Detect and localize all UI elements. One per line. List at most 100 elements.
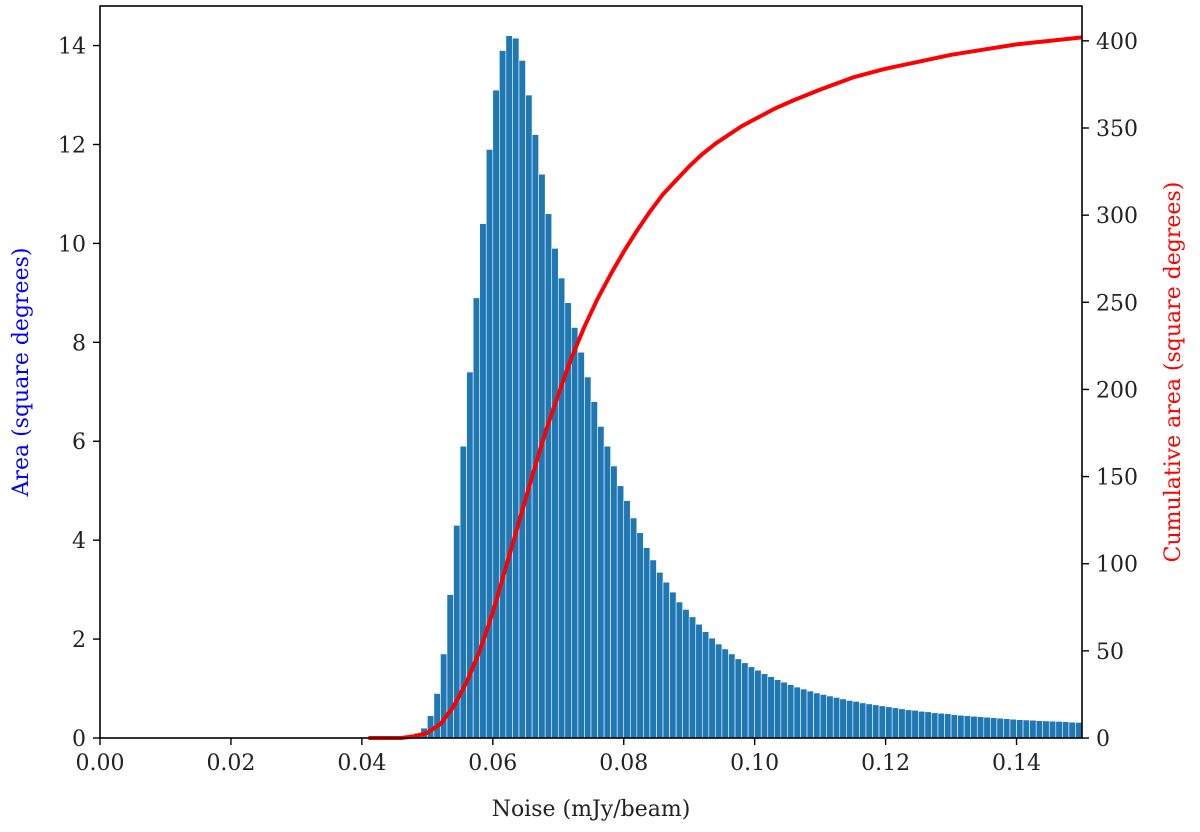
left-y-tick-label: 6 (72, 430, 86, 455)
histogram-bar (780, 681, 788, 739)
histogram-bar (813, 692, 821, 739)
histogram-bar (590, 401, 598, 739)
histogram-bar (669, 591, 677, 739)
histogram-bar (865, 703, 873, 739)
histogram-bar (649, 559, 657, 739)
left-y-tick-label: 12 (58, 133, 86, 158)
histogram-bar (931, 712, 939, 739)
histogram-bar (433, 693, 441, 739)
left-y-tick-label: 2 (72, 628, 86, 653)
histogram-bar (1016, 719, 1024, 739)
right-y-tick-label: 300 (1096, 204, 1138, 229)
histogram-bar (544, 213, 553, 739)
x-tick-label: 0.14 (992, 751, 1041, 776)
histogram-bar (715, 643, 723, 739)
histogram-bar (610, 465, 618, 739)
histogram-bar (603, 445, 611, 739)
histogram-bar (485, 149, 494, 739)
histogram-bar (499, 50, 507, 739)
histogram-bar (1003, 718, 1011, 739)
histogram-bar (584, 376, 592, 739)
histogram-bar (950, 714, 958, 739)
histogram-bar (708, 637, 716, 739)
x-axis-ticks: 0.00 0.02 0.04 0.06 0.08 0.10 0.12 0.14 (76, 738, 1041, 776)
histogram-bar (597, 426, 605, 739)
histogram-bar (1022, 719, 1030, 739)
left-y-tick-label: 14 (58, 35, 86, 60)
histogram-bar (878, 705, 886, 739)
histogram-bar (675, 601, 683, 739)
histogram-bar (557, 277, 566, 739)
histogram-bar (846, 700, 854, 739)
histogram-bar (1042, 720, 1050, 739)
histogram-bar (728, 653, 736, 739)
cumulative-area-series (368, 35, 1083, 740)
histogram-bar (793, 686, 801, 739)
histogram-bar (551, 248, 559, 739)
histogram-bar (616, 485, 625, 739)
right-y-axis-ticks: 0 50 100 150 200 250 300 350 400 (1082, 30, 1138, 752)
histogram-bar (747, 666, 755, 739)
histogram-bar (721, 648, 729, 739)
histogram-bar (623, 500, 631, 739)
histogram-bar (571, 327, 579, 739)
left-y-axis-ticks: 0 2 4 6 8 10 12 14 (58, 35, 100, 752)
x-axis-title: Noise (mJy/beam) (492, 797, 691, 822)
right-y-tick-label: 200 (1096, 378, 1138, 403)
x-tick-label: 0.04 (337, 751, 386, 776)
x-tick-label: 0.00 (76, 751, 125, 776)
right-y-tick-label: 100 (1096, 553, 1138, 578)
histogram-bar (774, 679, 782, 739)
histogram-bar (976, 716, 985, 739)
left-y-tick-label: 4 (72, 529, 86, 554)
histogram-bar (741, 662, 749, 739)
right-y-tick-label: 400 (1096, 30, 1138, 55)
histogram-bar (787, 684, 795, 739)
histogram-bar (911, 709, 919, 739)
histogram-bar (577, 351, 585, 739)
histogram-bars (394, 35, 1083, 739)
histogram-bar (505, 35, 513, 739)
histogram-bar (806, 690, 814, 739)
right-y-tick-label: 50 (1096, 640, 1124, 665)
left-y-tick-label: 0 (72, 727, 86, 752)
histogram-bar (636, 532, 644, 739)
histogram-bar (1029, 719, 1037, 739)
histogram-bar (832, 697, 841, 739)
histogram-bar (531, 134, 539, 739)
histogram-bar (472, 297, 481, 739)
right-y-tick-label: 250 (1096, 291, 1138, 316)
histogram-bar (859, 702, 867, 739)
x-tick-label: 0.10 (730, 751, 779, 776)
histogram-bar (1075, 722, 1083, 739)
histogram-bar (629, 517, 638, 739)
histogram-bar (701, 631, 710, 739)
histogram-bar (682, 609, 690, 739)
histogram-bar (656, 572, 664, 739)
histogram-bar (852, 701, 860, 739)
histogram-bar (1009, 718, 1017, 739)
left-y-tick-label: 10 (58, 232, 86, 257)
histogram-bar (944, 713, 952, 739)
right-y-tick-label: 350 (1096, 117, 1138, 142)
histogram-bar (512, 37, 520, 739)
histogram-bar (839, 698, 847, 739)
histogram-bar (767, 676, 775, 739)
histogram-bar (983, 716, 991, 739)
plot-frame (99, 5, 1083, 739)
histogram-bar (963, 715, 972, 739)
histogram-bar (479, 223, 487, 739)
histogram-bar (1055, 721, 1063, 739)
histogram-bar (1062, 721, 1070, 739)
histogram-bar (518, 60, 526, 739)
histogram-bar (937, 712, 945, 739)
histogram-bar (957, 714, 965, 739)
histogram-bar (891, 707, 900, 739)
right-y-tick-label: 150 (1096, 466, 1138, 491)
histogram-bar (872, 704, 880, 739)
histogram-bar (695, 623, 703, 739)
histogram-bar (918, 710, 926, 739)
x-tick-label: 0.12 (861, 751, 910, 776)
histogram-bar (525, 94, 533, 739)
